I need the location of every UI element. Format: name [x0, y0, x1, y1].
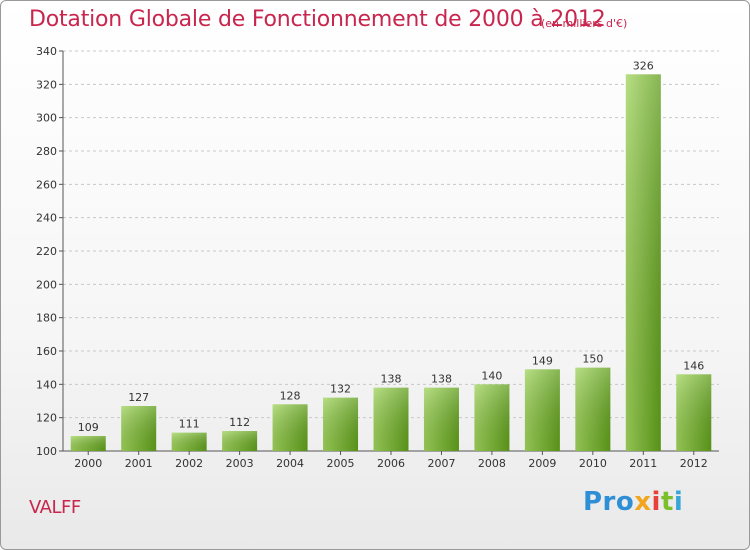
bar-shade — [625, 74, 661, 451]
y-tick-label: 320 — [36, 78, 57, 91]
y-tick-label: 300 — [36, 112, 57, 125]
y-tick-label: 180 — [36, 312, 57, 325]
bar-shade — [575, 367, 611, 451]
proxiti-logo: Proxiti — [583, 487, 683, 517]
x-tick-label: 2005 — [327, 457, 355, 470]
x-tick-label: 2008 — [478, 457, 506, 470]
data-label: 138 — [381, 373, 402, 386]
data-label: 128 — [280, 389, 301, 402]
labels: 100 120 140 160 180 200 220 240 260 280 300 320 340 1… — [36, 45, 708, 470]
data-label: 326 — [633, 59, 654, 72]
x-tick-label: 2006 — [377, 457, 405, 470]
bar-shade — [70, 436, 106, 451]
y-tick-label: 100 — [36, 445, 57, 458]
data-label: 140 — [481, 369, 502, 382]
y-tick-label: 220 — [36, 245, 57, 258]
chart-subtitle: (en milliers d'€) — [541, 17, 628, 30]
bar-shade — [272, 404, 308, 451]
x-tick-label: 2007 — [427, 457, 455, 470]
y-tick-label: 140 — [36, 378, 57, 391]
y-tick-label: 280 — [36, 145, 57, 158]
bars — [70, 74, 712, 451]
x-tick-label: 2009 — [528, 457, 556, 470]
data-label: 149 — [532, 354, 553, 367]
bar-shade — [121, 406, 157, 451]
bar-shade — [323, 397, 359, 451]
x-tick-label: 2003 — [226, 457, 254, 470]
y-tick-label: 120 — [36, 412, 57, 425]
data-label: 146 — [683, 359, 704, 372]
x-tick-label: 2000 — [74, 457, 102, 470]
x-tick-label: 2001 — [125, 457, 153, 470]
y-tick-label: 240 — [36, 212, 57, 225]
x-tick-label: 2012 — [680, 457, 708, 470]
y-tick-label: 200 — [36, 278, 57, 291]
data-label: 127 — [128, 391, 149, 404]
logo-part: t — [660, 487, 674, 517]
bar-shade — [373, 387, 409, 451]
bar-shade — [222, 431, 258, 451]
commune-name: VALFF — [29, 497, 81, 518]
x-tick-label: 2011 — [629, 457, 657, 470]
bar-shade — [676, 374, 712, 451]
data-label: 132 — [330, 383, 351, 396]
x-tick-label: 2004 — [276, 457, 304, 470]
y-tick-label: 160 — [36, 345, 57, 358]
logo-part: i — [673, 487, 684, 517]
y-tick-label: 340 — [36, 45, 57, 58]
data-label: 111 — [179, 418, 200, 431]
chart-title: Dotation Globale de Fonctionnement de 20… — [29, 7, 606, 32]
x-tick-label: 2002 — [175, 457, 203, 470]
bar-shade — [423, 387, 459, 451]
x-tick-label: 2010 — [579, 457, 607, 470]
logo-part: x — [634, 487, 652, 517]
data-label: 138 — [431, 373, 452, 386]
y-tick-label: 260 — [36, 178, 57, 191]
logo-part: i — [651, 487, 661, 517]
data-label: 150 — [582, 353, 603, 366]
bar-shade — [171, 432, 207, 451]
bar-shade — [474, 384, 510, 451]
data-label: 109 — [78, 421, 99, 434]
data-label: 112 — [229, 416, 250, 429]
grid-lines — [63, 50, 719, 419]
bar-shade — [524, 369, 560, 451]
logo-part: Pro — [583, 487, 635, 517]
